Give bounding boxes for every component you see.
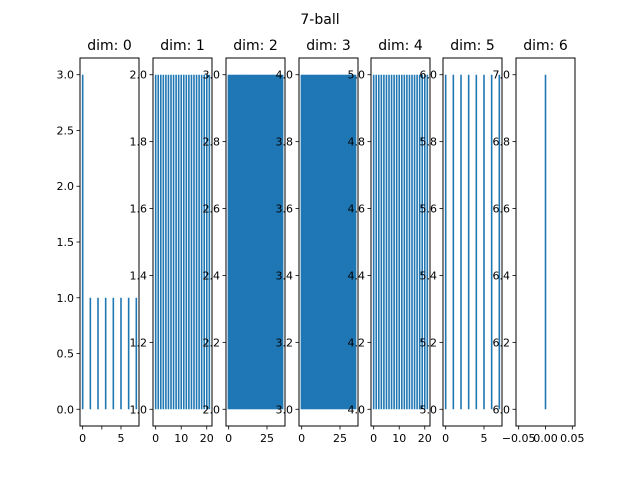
y-tick-label-4-1: 4.2	[348, 336, 366, 349]
y-tick-label-2-0: 2.0	[203, 403, 221, 416]
x-tick-label-4-0: 0	[370, 432, 377, 445]
y-tick-label-3-0: 3.0	[276, 403, 294, 416]
x-tick-label-1-1: 10	[174, 432, 188, 445]
y-tick-label-0-6: 3.0	[57, 69, 75, 82]
y-tick-label-6-1: 6.2	[493, 336, 511, 349]
x-tick-label-2-0: 0	[225, 432, 232, 445]
y-tick-label-4-3: 4.6	[348, 203, 366, 216]
panel-6: dim: 6 6.0 6.2 6.4 6.6 6.8 7.0 −0.050.00 0.05	[493, 38, 585, 445]
y-tick-label-2-5: 3.0	[203, 69, 221, 82]
y-tick-label-3-5: 4.0	[276, 69, 294, 82]
y-tick-label-6-2: 6.4	[493, 269, 511, 282]
y-tick-label-0-3: 1.5	[57, 236, 75, 249]
x-tick-label-0-2: 5	[117, 432, 124, 445]
y-tick-label-4-4: 4.8	[348, 136, 366, 149]
y-tick-label-1-1: 1.2	[130, 336, 148, 349]
x-tick-label-4-2: 20	[418, 432, 432, 445]
y-tick-label-6-0: 6.0	[493, 403, 511, 416]
figure-title: 7-ball	[300, 12, 339, 28]
panel-title-2: dim: 2	[233, 38, 278, 54]
y-tick-label-5-1: 5.2	[420, 336, 438, 349]
x-tick-label-2-1: 25	[260, 432, 274, 445]
y-tick-label-4-2: 4.4	[348, 269, 366, 282]
y-tick-label-1-5: 2.0	[130, 69, 148, 82]
panel-title-6: dim: 6	[523, 38, 568, 54]
panels: dim: 0 0.0 0.5 1.0 1.5 2.0 2.5 3.0 0 5 dim: 1 1.0 1.…	[57, 38, 585, 445]
y-tick-label-5-0: 5.0	[420, 403, 438, 416]
panel-title-0: dim: 0	[87, 38, 132, 54]
panel-5: dim: 5 5.0 5.2 5.4 5.6 5.8 6.0 0 5	[420, 38, 503, 445]
y-tick-label-1-0: 1.0	[130, 403, 148, 416]
panel-title-1: dim: 1	[160, 38, 205, 54]
y-tick-label-6-4: 6.8	[493, 136, 511, 149]
panel-2: dim: 2 2.0 2.2 2.4 2.6 2.8 3.0 0 25	[203, 38, 286, 445]
y-tick-label-6-3: 6.6	[493, 203, 511, 216]
y-tick-label-2-3: 2.6	[203, 203, 221, 216]
y-tick-label-3-4: 3.8	[276, 136, 294, 149]
axes-frame-5	[442, 57, 503, 427]
y-tick-label-0-0: 0.0	[57, 403, 75, 416]
y-tick-label-2-2: 2.4	[203, 269, 221, 282]
axes-frame-2	[225, 57, 286, 427]
axes-frame-3	[298, 57, 359, 427]
panel-title-3: dim: 3	[306, 38, 351, 54]
x-tick-label-3-1: 25	[333, 432, 347, 445]
y-tick-label-5-2: 5.4	[420, 269, 438, 282]
x-tick-label-0-0: 0	[79, 432, 86, 445]
panel-title-5: dim: 5	[450, 38, 495, 54]
axes-frame-4	[370, 57, 431, 427]
y-tick-label-0-5: 2.5	[57, 124, 75, 137]
y-tick-label-0-4: 2.0	[57, 180, 75, 193]
y-tick-label-0-1: 0.5	[57, 348, 75, 361]
x-tick-label-6-0: −0.05	[502, 432, 536, 445]
x-tick-label-6-2: 0.05	[560, 432, 585, 445]
y-tick-label-2-1: 2.2	[203, 336, 221, 349]
x-tick-label-1-0: 0	[152, 432, 159, 445]
y-tick-label-3-3: 3.6	[276, 203, 294, 216]
y-tick-label-0-2: 1.0	[57, 292, 75, 305]
x-tick-label-3-0: 0	[298, 432, 305, 445]
y-tick-label-3-2: 3.4	[276, 269, 294, 282]
y-tick-label-5-4: 5.8	[420, 136, 438, 149]
y-tick-label-2-4: 2.8	[203, 136, 221, 149]
y-tick-label-3-1: 3.2	[276, 336, 294, 349]
x-tick-label-5-1: 5	[480, 432, 487, 445]
y-tick-label-1-3: 1.6	[130, 203, 148, 216]
axes-frame-1	[152, 57, 213, 427]
panel-0: dim: 0 0.0 0.5 1.0 1.5 2.0 2.5 3.0 0 5	[57, 38, 140, 445]
panel-1: dim: 1 1.0 1.2 1.4 1.6 1.8 2.0 0 10 20	[130, 38, 214, 445]
panel-title-4: dim: 4	[378, 38, 423, 54]
y-tick-label-4-0: 4.0	[348, 403, 366, 416]
panel-4: dim: 4 4.0 4.2 4.4 4.6 4.8 5.0 0 10 20	[348, 38, 432, 445]
y-tick-label-6-5: 7.0	[493, 69, 511, 82]
panel-3: dim: 3 3.0 3.2 3.4 3.6 3.8 4.0 0 25	[276, 38, 359, 445]
x-tick-label-1-2: 20	[200, 432, 214, 445]
y-tick-label-5-5: 6.0	[420, 69, 438, 82]
y-tick-label-1-2: 1.4	[130, 269, 148, 282]
x-tick-label-4-1: 10	[392, 432, 406, 445]
y-tick-label-4-5: 5.0	[348, 69, 366, 82]
y-tick-label-1-4: 1.8	[130, 136, 148, 149]
y-tick-label-5-3: 5.6	[420, 203, 438, 216]
x-tick-label-6-1: 0.00	[533, 432, 558, 445]
x-tick-label-5-0: 0	[442, 432, 449, 445]
